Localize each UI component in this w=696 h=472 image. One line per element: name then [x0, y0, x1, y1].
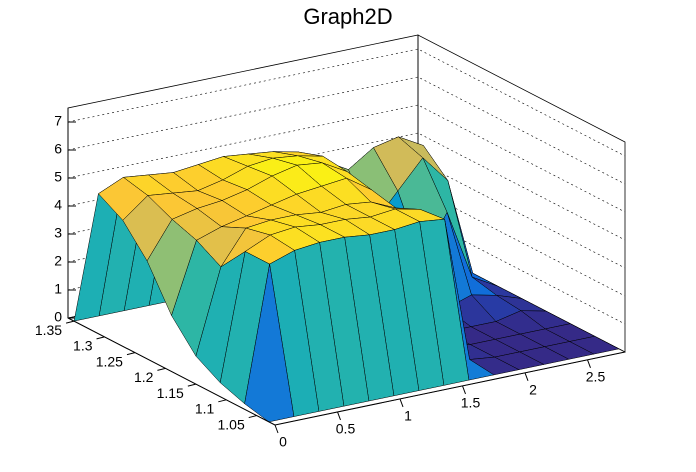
x-tick	[337, 411, 341, 421]
z-tick-label: 6	[54, 141, 62, 157]
x-tick-label: 1.5	[461, 395, 481, 411]
y-axis	[67, 317, 276, 426]
z-tick-label: 1	[54, 281, 62, 297]
y-tick	[157, 367, 166, 371]
y-tick-label: 1.3	[73, 338, 93, 354]
y-tick-label: 1.2	[134, 369, 154, 385]
y-tick	[218, 399, 227, 403]
z-tick-label: 3	[54, 225, 62, 241]
z-tick-label: 4	[54, 197, 62, 213]
x-tick	[462, 385, 466, 395]
y-tick	[187, 383, 196, 387]
y-tick-label: 1.15	[157, 385, 184, 401]
y-tick	[65, 320, 75, 324]
y-tick-label: 1.05	[217, 416, 244, 432]
z-tick-label: 2	[54, 253, 62, 269]
y-tick	[248, 415, 257, 419]
x-tick-label: 2.5	[586, 369, 606, 385]
x-tick-label: 1	[404, 408, 412, 424]
y-tick	[96, 336, 105, 340]
x-tick	[524, 372, 529, 382]
x-tick-label: 2	[529, 382, 537, 398]
y-tick	[126, 352, 136, 356]
y-tick-label: 1.35	[35, 322, 62, 338]
x-tick-label: 0.5	[336, 421, 356, 437]
z-tick-label: 5	[54, 169, 62, 185]
y-tick-label: 1.1	[195, 401, 215, 417]
x-tick	[399, 398, 404, 408]
z-tick-label: 0	[54, 309, 62, 325]
surface-cell	[244, 264, 295, 423]
x-axis	[274, 351, 626, 426]
chart-title: Graph2D	[303, 4, 392, 29]
x-tick-label: 0	[279, 434, 287, 450]
y-tick-label: 1.25	[96, 353, 123, 369]
x-tick	[274, 424, 279, 434]
z-tick-label: 7	[54, 113, 62, 129]
x-tick	[587, 359, 591, 368]
